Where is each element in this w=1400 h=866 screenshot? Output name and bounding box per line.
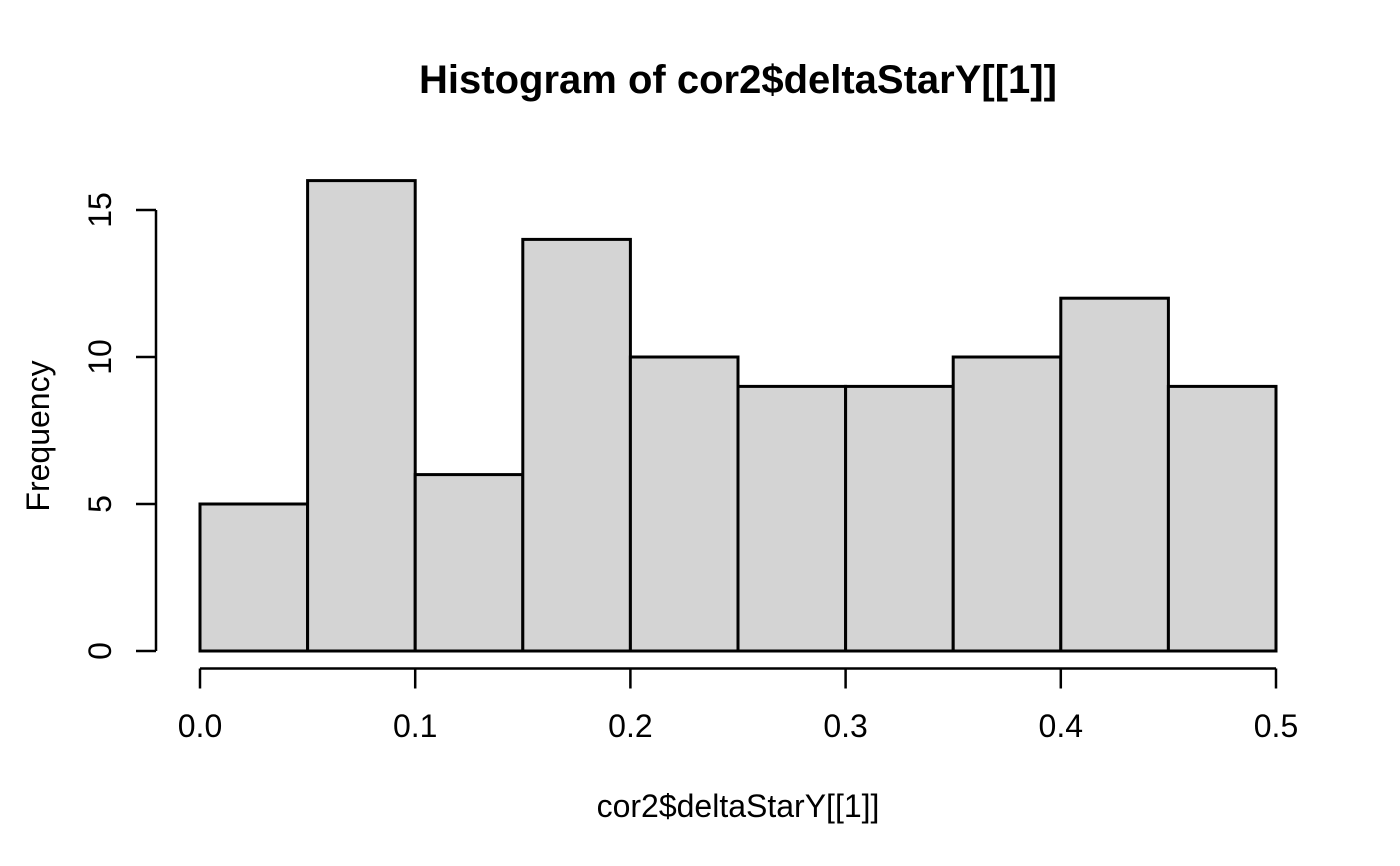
- histogram-bar: [198, 502, 310, 653]
- x-tick-label: 0.4: [1039, 708, 1083, 744]
- x-axis-label: cor2$deltaStarY[[1]]: [597, 788, 880, 824]
- histogram-bar: [628, 355, 740, 653]
- histogram-bar: [1166, 384, 1278, 653]
- y-tick-label: 0: [82, 642, 118, 660]
- x-tick-label: 0.5: [1254, 708, 1298, 744]
- histogram-bar: [736, 384, 848, 653]
- y-axis-label: Frequency: [20, 360, 56, 511]
- y-tick-label: 10: [82, 339, 118, 375]
- histogram-bar: [521, 237, 632, 653]
- x-tick-label: 0.1: [393, 708, 437, 744]
- y-axis: 0 5 10 15: [82, 192, 158, 660]
- x-tick-label: 0.2: [608, 708, 652, 744]
- y-tick-label: 5: [82, 495, 118, 513]
- x-tick-label: 0.0: [178, 708, 222, 744]
- plot-title: Histogram of cor2$deltaStarY[[1]]: [419, 58, 1057, 102]
- histogram-bar: [1059, 296, 1170, 653]
- x-axis: 0.0 0.1 0.2 0.3 0.4 0.5: [178, 667, 1298, 744]
- x-tick-label: 0.3: [823, 708, 867, 744]
- histogram-bar: [306, 179, 417, 653]
- histogram-bar: [844, 384, 955, 653]
- bars-group: [198, 179, 1278, 653]
- histogram-bar: [951, 355, 1063, 653]
- y-tick-label: 15: [82, 192, 118, 228]
- histogram-bar: [413, 473, 525, 653]
